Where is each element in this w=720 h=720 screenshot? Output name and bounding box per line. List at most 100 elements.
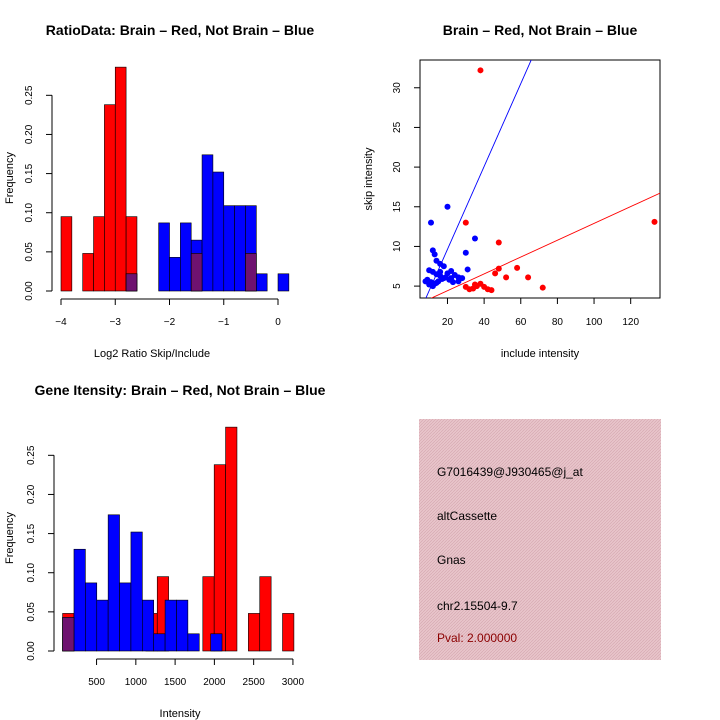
red-point — [514, 264, 521, 271]
y-tick-label: 0.15 — [24, 163, 35, 183]
y-tick-label: 15 — [392, 201, 403, 213]
x-tick-label: 40 — [479, 317, 491, 328]
blue-point — [444, 203, 451, 210]
blue-bar — [153, 633, 166, 652]
overlap-bar — [62, 617, 75, 652]
blue-point — [422, 278, 429, 285]
red-bar — [104, 104, 116, 292]
y-tick-label: 0.20 — [26, 484, 37, 504]
x-tick-label: 120 — [622, 317, 639, 328]
blue-bar — [85, 582, 98, 652]
info-event-type: altCassette — [437, 509, 497, 523]
blue-bar — [164, 599, 177, 652]
blue-bar — [169, 257, 181, 292]
red-point — [539, 284, 546, 291]
x-tick-label: 80 — [552, 317, 564, 328]
y-tick-label: 0.20 — [24, 124, 35, 144]
x-tick-label: 3000 — [282, 677, 305, 688]
red-fit-line — [430, 192, 660, 298]
y-tick-label: 0.00 — [24, 281, 35, 301]
blue-point — [440, 263, 447, 270]
x-tick-label: 2500 — [243, 677, 266, 688]
x-tick-label: 60 — [515, 317, 527, 328]
red-point — [495, 239, 502, 246]
x-tick-label: 1500 — [164, 677, 187, 688]
blue-bar — [256, 273, 268, 292]
red-point — [503, 274, 510, 281]
blue-bar — [96, 599, 109, 652]
y-tick-label: 0.10 — [24, 203, 35, 223]
red-point — [471, 281, 478, 288]
ratio-histogram-xlabel: Log2 Ratio Skip/Include — [94, 348, 210, 360]
red-bar — [93, 216, 105, 292]
blue-bar — [142, 599, 155, 652]
info-panel: G7016439@J930465@j_at altCassette Gnas c… — [419, 419, 661, 660]
blue-bar — [212, 171, 225, 292]
x-tick-label: −2 — [164, 317, 176, 328]
x-tick-label: 2000 — [203, 677, 226, 688]
x-tick-label: 1000 — [125, 677, 148, 688]
red-point — [651, 218, 658, 225]
y-tick-label: 20 — [392, 161, 403, 173]
scatter-title: Brain – Red, Not Brain – Blue — [443, 22, 638, 38]
x-tick-label: 20 — [442, 317, 454, 328]
x-tick-label: 100 — [586, 317, 603, 328]
gene-intensity-ylabel: Frequency — [4, 512, 16, 564]
blue-bar — [223, 205, 235, 292]
gene-intensity-title: Gene Itensity: Brain – Red, Not Brain – … — [35, 382, 326, 398]
overlap-bar — [245, 253, 257, 292]
y-tick-label: 5 — [392, 283, 403, 289]
blue-point — [431, 251, 438, 258]
blue-bar — [119, 582, 132, 652]
red-bar — [60, 216, 73, 292]
y-tick-label: 0.15 — [26, 523, 37, 543]
scatter-plot-box — [419, 59, 661, 299]
scatter-ylabel: skip intensity — [363, 147, 375, 210]
ratio-histogram-title: RatioData: Brain – Red, Not Brain – Blue — [46, 22, 315, 38]
blue-bar — [201, 154, 214, 292]
info-pval: Pval: 2.000000 — [437, 631, 517, 645]
blue-bar — [176, 599, 189, 652]
blue-bar — [180, 222, 192, 292]
y-tick-label: 25 — [392, 121, 403, 133]
y-tick-label: 0.05 — [24, 242, 35, 262]
red-bar — [82, 253, 94, 292]
overlap-bar — [190, 253, 203, 292]
blue-bar — [234, 205, 246, 292]
y-tick-label: 0.05 — [26, 602, 37, 622]
info-location: chr2.15504-9.7 — [437, 599, 518, 613]
blue-bar — [73, 548, 86, 652]
red-point — [488, 287, 495, 294]
blue-point — [427, 219, 434, 226]
blue-bar — [210, 633, 223, 652]
x-tick-label: −1 — [218, 317, 230, 328]
red-point — [466, 286, 473, 293]
red-point — [492, 270, 499, 277]
info-probe-id: G7016439@J930465@j_at — [437, 465, 583, 479]
y-tick-label: 0.25 — [26, 445, 37, 465]
info-gene-name: Gnas — [437, 553, 466, 567]
blue-bar — [158, 222, 170, 292]
y-tick-label: 0.10 — [26, 563, 37, 583]
y-tick-label: 0.25 — [24, 85, 35, 105]
red-bar — [114, 66, 127, 292]
blue-fit-line — [425, 60, 532, 298]
intensity-scatter: Brain – Red, Not Brain – Blue include in… — [363, 22, 661, 360]
red-bar — [282, 613, 295, 652]
red-point — [525, 274, 532, 281]
blue-point — [464, 266, 471, 273]
red-point — [495, 265, 502, 272]
red-bar — [259, 576, 272, 652]
blue-point — [433, 279, 440, 286]
blue-point — [462, 249, 469, 256]
ratio-histogram-ylabel: Frequency — [4, 152, 16, 204]
ratio-histogram: RatioData: Brain – Red, Not Brain – Blue… — [4, 22, 314, 360]
y-tick-label: 0.00 — [26, 641, 37, 661]
x-tick-label: 0 — [275, 317, 281, 328]
red-bar — [248, 613, 261, 652]
red-bar — [225, 426, 238, 652]
red-point — [477, 67, 484, 74]
info-panel-background — [419, 419, 661, 660]
blue-bar — [187, 633, 200, 652]
